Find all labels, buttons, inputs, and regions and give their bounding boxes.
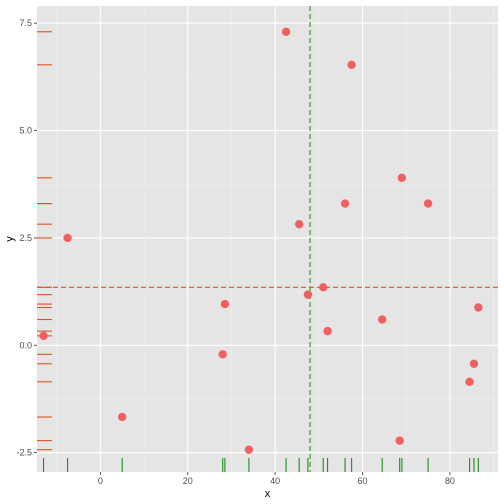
data-point xyxy=(397,173,407,182)
data-point xyxy=(423,199,433,208)
x-rug xyxy=(43,458,479,472)
x-tick-label: 0 xyxy=(98,476,103,486)
data-point xyxy=(378,315,387,324)
y-tick-label: 5.0 xyxy=(19,126,32,136)
x-tick-label: 60 xyxy=(358,476,368,486)
data-point xyxy=(340,199,350,208)
x-tick-label: 40 xyxy=(270,476,280,486)
data-point xyxy=(244,445,254,454)
reference-lines xyxy=(37,6,498,472)
data-point xyxy=(118,412,127,422)
data-point xyxy=(39,331,48,341)
data-point xyxy=(347,60,356,70)
y-tick-label: 0.0 xyxy=(19,340,32,350)
x-axis-ticks: 0 20 40 60 80 xyxy=(98,472,455,486)
y-tick-label: 2.5 xyxy=(19,233,32,243)
data-point xyxy=(281,27,291,36)
y-axis-title: y xyxy=(4,236,16,242)
plot-panel xyxy=(37,6,498,472)
y-tick-label: -2.5 xyxy=(16,448,32,458)
data-point xyxy=(469,359,479,368)
data-point xyxy=(465,377,474,387)
y-rug xyxy=(37,31,52,451)
x-tick-label: 80 xyxy=(445,476,455,486)
data-points xyxy=(39,27,483,454)
y-tick-label: 7.5 xyxy=(19,18,32,28)
data-point xyxy=(220,299,230,309)
data-point xyxy=(474,303,483,312)
data-point xyxy=(319,283,328,292)
data-point xyxy=(323,326,332,336)
data-point xyxy=(395,436,404,445)
data-point xyxy=(63,233,72,243)
y-axis-ticks: -2.5 0.0 2.5 5.0 7.5 xyxy=(16,18,37,458)
data-point xyxy=(218,350,227,359)
data-point xyxy=(303,290,313,299)
x-tick-label: 20 xyxy=(183,476,193,486)
data-point xyxy=(294,219,304,229)
major-gridlines xyxy=(37,6,498,472)
x-axis-title: x xyxy=(265,488,271,500)
minor-gridlines xyxy=(37,6,498,472)
